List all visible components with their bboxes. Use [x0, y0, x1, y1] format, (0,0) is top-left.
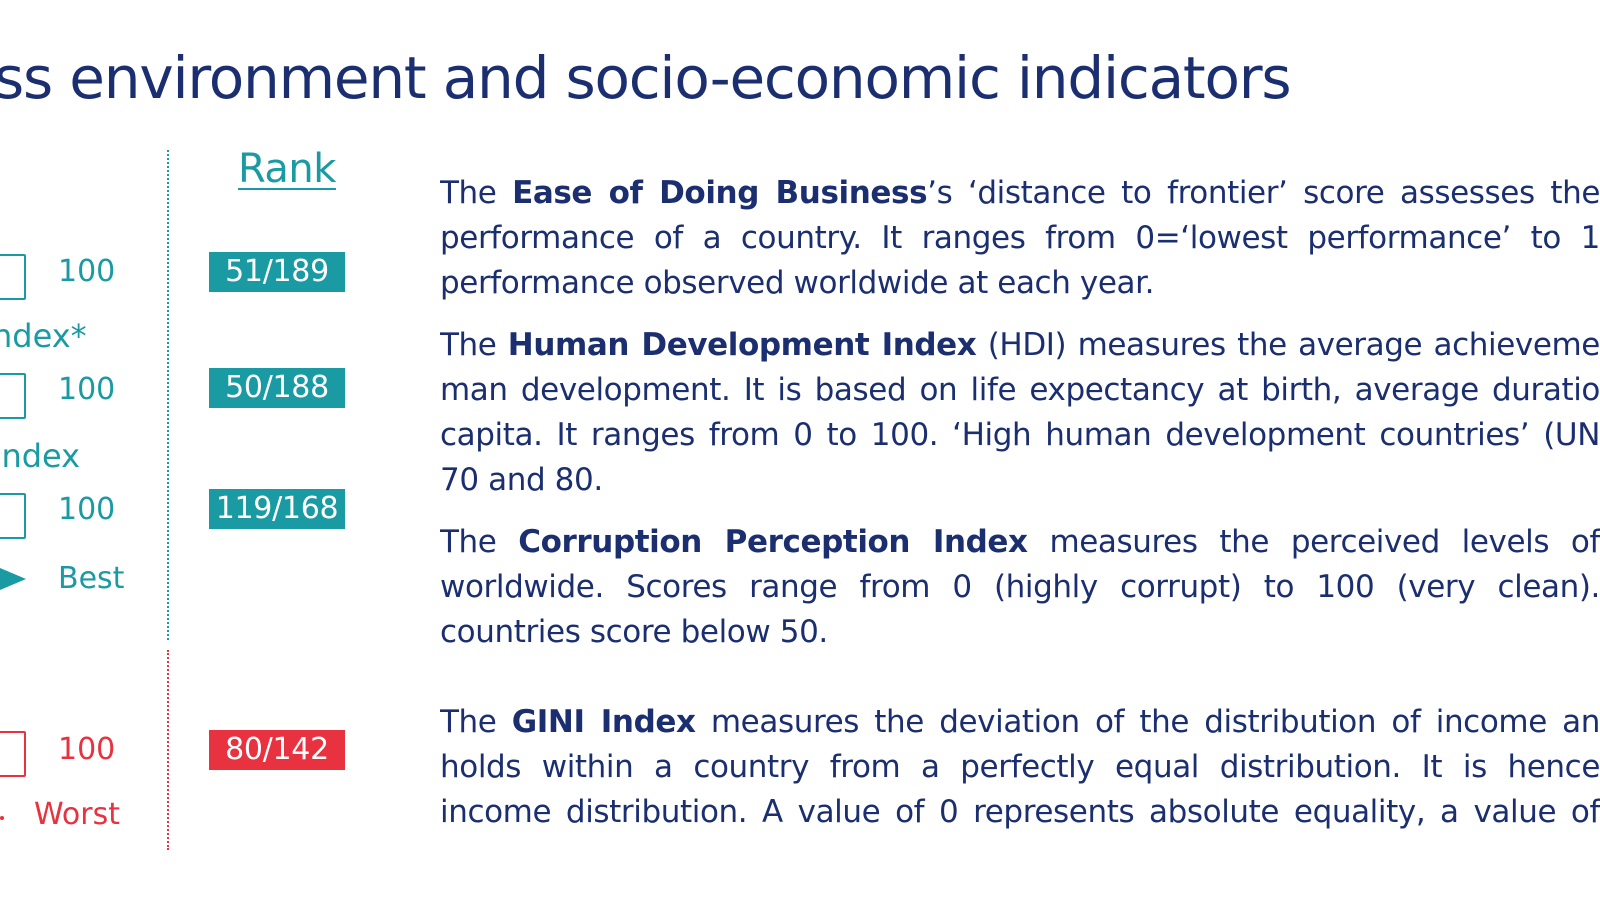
- rank-badge-cpi: 119/168: [209, 489, 345, 529]
- scale-box-cpi: [0, 493, 26, 539]
- gini-line-1-pre: The: [440, 704, 512, 740]
- ease-description: The Ease of Doing Business’s ‘distance t…: [440, 171, 1600, 306]
- hdi-line-1-post: (HDI) measures the average achieveme: [976, 327, 1600, 363]
- indicator-label-hdi: ndex*: [0, 317, 87, 355]
- scale-max-cpi: 100: [58, 492, 116, 527]
- scale-max-gini: 100: [58, 732, 116, 767]
- hdi-line-2: man development. It is based on life exp…: [440, 372, 1600, 408]
- ease-line-2: performance of a country. It ranges from…: [440, 220, 1600, 256]
- cpi-line-1: The Corruption Perception Index measures…: [440, 520, 1600, 565]
- hdi-line-1-pre: The: [440, 327, 508, 363]
- cpi-description: The Corruption Perception Index measures…: [440, 520, 1600, 655]
- rank-badge-hdi: 50/188: [209, 368, 345, 408]
- gini-description: The GINI Index measures the deviation of…: [440, 700, 1600, 835]
- ease-line-1-post: ’s ‘distance to frontier’ score assesses…: [927, 175, 1600, 211]
- cpi-line-2: worldwide. Scores range from 0 (highly c…: [440, 569, 1600, 605]
- ease-line-1-pre: The: [440, 175, 513, 211]
- page-title: ss environment and socio-economic indica…: [0, 44, 1292, 112]
- cpi-line-3: countries score below 50.: [440, 614, 828, 650]
- scale-max-ease: 100: [58, 254, 116, 289]
- worst-label: Worst: [34, 797, 120, 832]
- hdi-line-4: 70 and 80.: [440, 462, 603, 498]
- best-arrow-icon: [0, 568, 26, 590]
- scale-box-gini: [0, 731, 26, 777]
- scale-max-hdi: 100: [58, 372, 116, 407]
- teal-divider: [167, 150, 169, 640]
- cpi-term: Corruption Perception Index: [518, 524, 1028, 560]
- scale-box-hdi: [0, 373, 26, 419]
- gini-line-2: holds within a country from a perfectly …: [440, 749, 1600, 785]
- hdi-description: The Human Development Index (HDI) measur…: [440, 323, 1600, 503]
- scale-box-ease: [0, 254, 26, 300]
- rank-header: Rank: [238, 146, 336, 192]
- ease-term: Ease of Doing Business: [512, 175, 928, 211]
- gini-line-3: income distribution. A value of 0 repres…: [440, 794, 1600, 830]
- cpi-line-1-post: measures the perceived levels of: [1027, 524, 1600, 560]
- gini-line-1-post: measures the deviation of the distributi…: [695, 704, 1600, 740]
- hdi-line-3: capita. It ranges from 0 to 100. ‘High h…: [440, 417, 1600, 453]
- ease-line-1: The Ease of Doing Business’s ‘distance t…: [440, 171, 1600, 216]
- cpi-line-1-pre: The: [440, 524, 519, 560]
- gini-term: GINI Index: [511, 704, 696, 740]
- rank-badge-gini: 80/142: [209, 730, 345, 770]
- indicator-label-cpi: Index: [0, 437, 81, 475]
- hdi-term: Human Development Index: [507, 327, 977, 363]
- rank-badge-ease: 51/189: [209, 252, 345, 292]
- hdi-line-1: The Human Development Index (HDI) measur…: [440, 323, 1600, 368]
- gini-line-1: The GINI Index measures the deviation of…: [440, 700, 1600, 745]
- best-label: Best: [58, 561, 125, 596]
- worst-marker-icon: [0, 816, 4, 820]
- ease-line-3: performance observed worldwide at each y…: [440, 265, 1155, 301]
- red-divider: [167, 650, 169, 850]
